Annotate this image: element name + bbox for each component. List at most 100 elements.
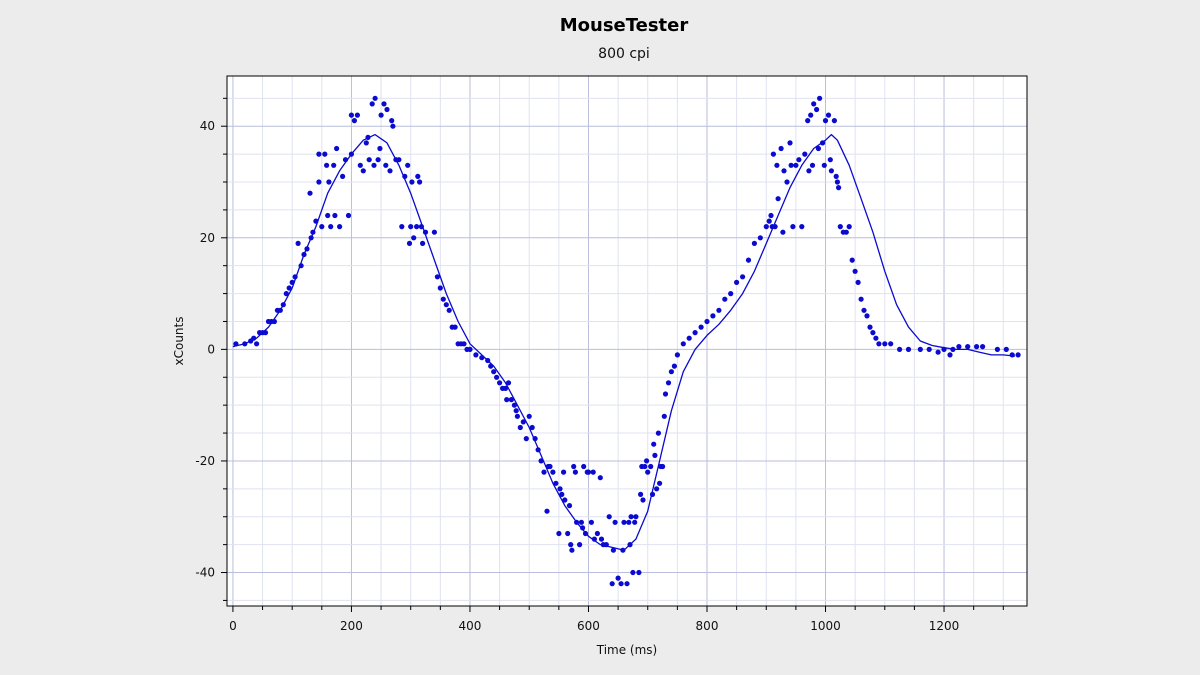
data-point [473, 352, 479, 358]
data-point [550, 469, 556, 475]
data-point [644, 458, 650, 464]
data-point [497, 380, 503, 386]
data-point [651, 441, 657, 447]
chart-subtitle: 800 cpi [598, 46, 650, 62]
data-point [965, 344, 971, 350]
data-point [657, 480, 663, 486]
data-point [704, 318, 710, 325]
data-point [671, 363, 678, 369]
data-point [277, 307, 283, 313]
data-point [630, 569, 636, 576]
data-point [763, 224, 769, 230]
data-point [610, 547, 617, 553]
data-point [431, 229, 437, 235]
y-tick-label: -20 [195, 454, 215, 468]
y-axis: -40 -20 0 20 40 [195, 97, 227, 601]
data-point [568, 542, 574, 548]
data-point [722, 296, 728, 302]
data-point [440, 296, 446, 302]
data-point [520, 419, 526, 425]
data-point [331, 162, 337, 168]
data-point [389, 118, 395, 124]
data-point [580, 525, 586, 531]
data-point [399, 224, 405, 230]
data-point [298, 263, 304, 269]
data-point [366, 157, 372, 163]
data-point [577, 542, 583, 548]
data-point [319, 224, 325, 230]
data-point [855, 279, 861, 285]
data-point [603, 542, 609, 548]
x-tick-label: 400 [459, 619, 482, 633]
x-tick-label: 800 [696, 619, 719, 633]
data-point [280, 302, 286, 308]
data-point [363, 140, 369, 146]
data-point [734, 279, 740, 285]
y-tick-label: 40 [200, 119, 215, 133]
data-point [301, 251, 307, 258]
data-point [740, 274, 746, 280]
data-point [529, 424, 535, 431]
data-point [796, 157, 802, 163]
data-point [479, 355, 485, 361]
data-point [437, 285, 443, 291]
data-point [574, 519, 580, 525]
y-axis-label: xCounts [172, 317, 186, 366]
data-point [581, 463, 587, 470]
data-point [710, 313, 716, 319]
data-point [565, 530, 571, 537]
data-point [941, 346, 947, 352]
data-point [814, 106, 820, 113]
data-point [662, 391, 669, 397]
data-point [271, 318, 277, 325]
data-point [325, 212, 331, 219]
x-tick-label: 200 [340, 619, 363, 633]
data-point [310, 229, 316, 235]
data-point [624, 581, 630, 587]
data-point [834, 179, 841, 185]
data-point [378, 112, 384, 118]
data-point [820, 140, 826, 146]
data-point [787, 140, 793, 146]
data-point [980, 344, 986, 350]
data-point [649, 491, 656, 497]
x-tick-label: 0 [229, 619, 237, 633]
data-point [452, 324, 458, 330]
data-point [365, 134, 371, 140]
data-point [698, 324, 704, 330]
data-point [849, 257, 855, 263]
data-point [535, 447, 541, 453]
data-point [805, 118, 811, 124]
data-point [660, 463, 666, 470]
data-point [926, 346, 932, 352]
data-point [513, 408, 519, 414]
data-point [381, 101, 387, 107]
data-point [745, 257, 752, 263]
data-point [846, 224, 852, 230]
data-point [772, 224, 778, 230]
data-point [467, 346, 473, 352]
data-point [1015, 352, 1021, 358]
data-point [420, 240, 426, 246]
data-point [774, 162, 780, 168]
data-point [808, 112, 814, 118]
data-point [557, 486, 563, 492]
data-point [402, 173, 408, 179]
data-point [888, 341, 894, 347]
data-point [334, 145, 340, 152]
data-point [286, 285, 292, 291]
x-tick-label: 600 [577, 619, 600, 633]
data-point [799, 224, 805, 230]
data-point [640, 497, 646, 503]
data-point [561, 469, 567, 475]
data-point [788, 162, 794, 168]
data-point [313, 218, 319, 224]
data-point [668, 369, 675, 375]
data-point [434, 274, 440, 280]
y-tick-label: 20 [200, 231, 215, 245]
data-point [716, 307, 722, 313]
data-point [332, 212, 338, 219]
data-point [582, 530, 589, 537]
data-point [526, 413, 532, 419]
